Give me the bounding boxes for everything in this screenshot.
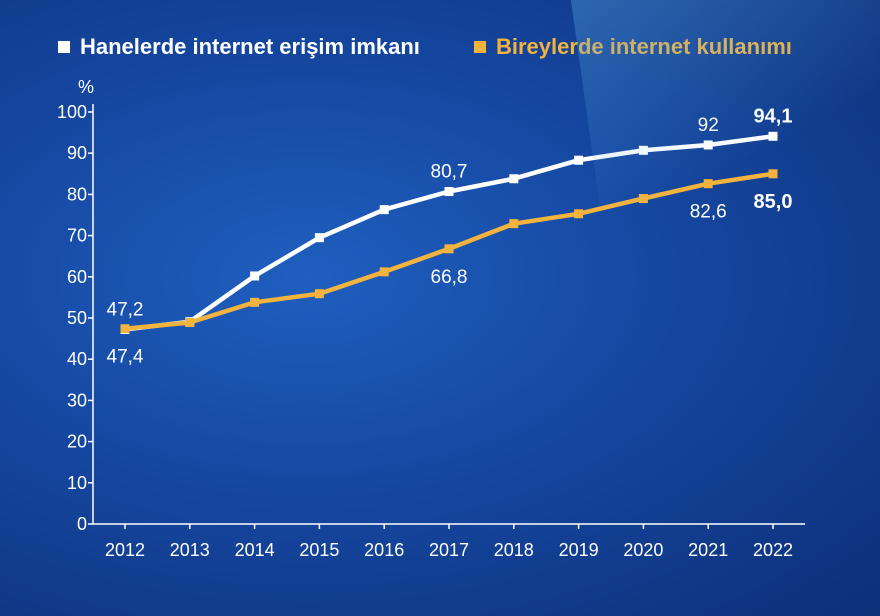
data-point-1 [314,289,324,299]
data-label: 47,2 [107,300,144,321]
y-tick-label: 80 [67,184,87,204]
y-tick-label: 50 [67,308,87,328]
y-tick-label: 90 [67,143,87,163]
x-tick-label: 2016 [364,540,404,560]
data-label: 94,1 [754,105,793,127]
data-point-1 [120,324,130,334]
y-tick-label: 100 [57,102,87,122]
data-point-0 [314,233,324,243]
data-point-1 [703,179,713,189]
data-label: 85,0 [754,191,793,213]
y-tick-label: 20 [67,432,87,452]
x-tick-label: 2019 [559,540,599,560]
data-label: 82,6 [690,202,727,223]
x-tick-label: 2012 [105,540,145,560]
data-point-0 [574,155,584,165]
legend-label-individual: Bireylerde internet kullanımı [496,34,792,59]
data-point-1 [379,267,389,277]
y-tick-label: 0 [77,514,87,534]
legend-item-individual: Bireylerde internet kullanımı [474,34,792,60]
data-point-0 [379,205,389,215]
data-point-1 [509,219,519,229]
y-tick-label: 60 [67,267,87,287]
data-point-0 [444,187,454,197]
legend-label-household: Hanelerde internet erişim imkanı [80,34,420,59]
data-point-1 [574,209,584,219]
data-point-0 [250,271,260,281]
x-tick-label: 2021 [688,540,728,560]
legend-item-household: Hanelerde internet erişim imkanı [58,34,420,60]
data-point-1 [444,244,454,254]
x-tick-label: 2022 [753,540,793,560]
x-tick-label: 2020 [623,540,663,560]
y-tick-label: 70 [67,226,87,246]
x-tick-label: 2015 [299,540,339,560]
y-tick-label: 10 [67,473,87,493]
x-tick-label: 2017 [429,540,469,560]
data-label: 47,4 [107,347,144,368]
data-point-1 [250,297,260,307]
x-tick-label: 2018 [494,540,534,560]
data-point-1 [185,318,195,328]
y-axis-unit-label: % [78,77,94,97]
data-labels: 47,2 47,4 80,7 66,8 92 82,6 94,1 85,0 [107,105,793,367]
legend-swatch-individual [474,41,486,53]
series-markers [120,131,778,335]
data-point-0 [703,140,713,150]
data-label: 66,8 [431,267,468,288]
data-point-1 [768,169,778,179]
y-tick-label: 30 [67,390,87,410]
data-point-1 [638,194,648,204]
data-point-0 [509,174,519,184]
y-tick-label: 40 [67,349,87,369]
data-label: 92 [698,115,719,136]
data-point-0 [768,131,778,141]
legend-swatch-household [58,41,70,53]
x-tick-label: 2013 [170,540,210,560]
data-label: 80,7 [431,162,468,183]
data-point-0 [638,145,648,155]
axes: 0 10 20 30 40 50 60 70 80 90 100 2012 2013 2014 2015 20… [57,102,805,560]
x-tick-label: 2014 [235,540,275,560]
